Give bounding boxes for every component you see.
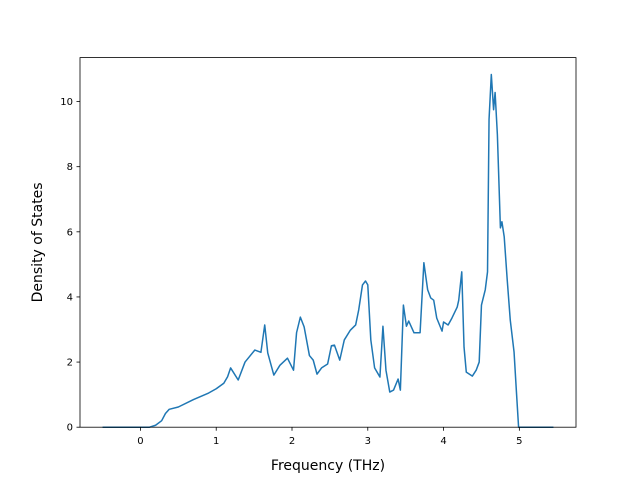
y-tick-label: 10 — [60, 97, 73, 108]
y-tick-label: 2 — [67, 358, 73, 369]
y-axis-label: Density of States — [30, 182, 46, 302]
plot-area — [102, 73, 554, 428]
x-tick-label: 3 — [365, 436, 371, 447]
x-tick-label: 4 — [440, 436, 446, 447]
x-tick-label: 0 — [137, 436, 143, 447]
x-tick-label: 2 — [289, 436, 295, 447]
x-tick-label: 1 — [213, 436, 219, 447]
y-tick-label: 6 — [67, 227, 73, 238]
x-tick-label: 5 — [516, 436, 522, 447]
y-tick-label: 0 — [67, 423, 73, 434]
y-tick-label: 8 — [67, 162, 73, 173]
x-axis-label: Frequency (THz) — [271, 458, 385, 474]
axes-frame — [79, 57, 577, 428]
y-tick-label: 4 — [67, 292, 73, 303]
data-line — [102, 73, 554, 428]
